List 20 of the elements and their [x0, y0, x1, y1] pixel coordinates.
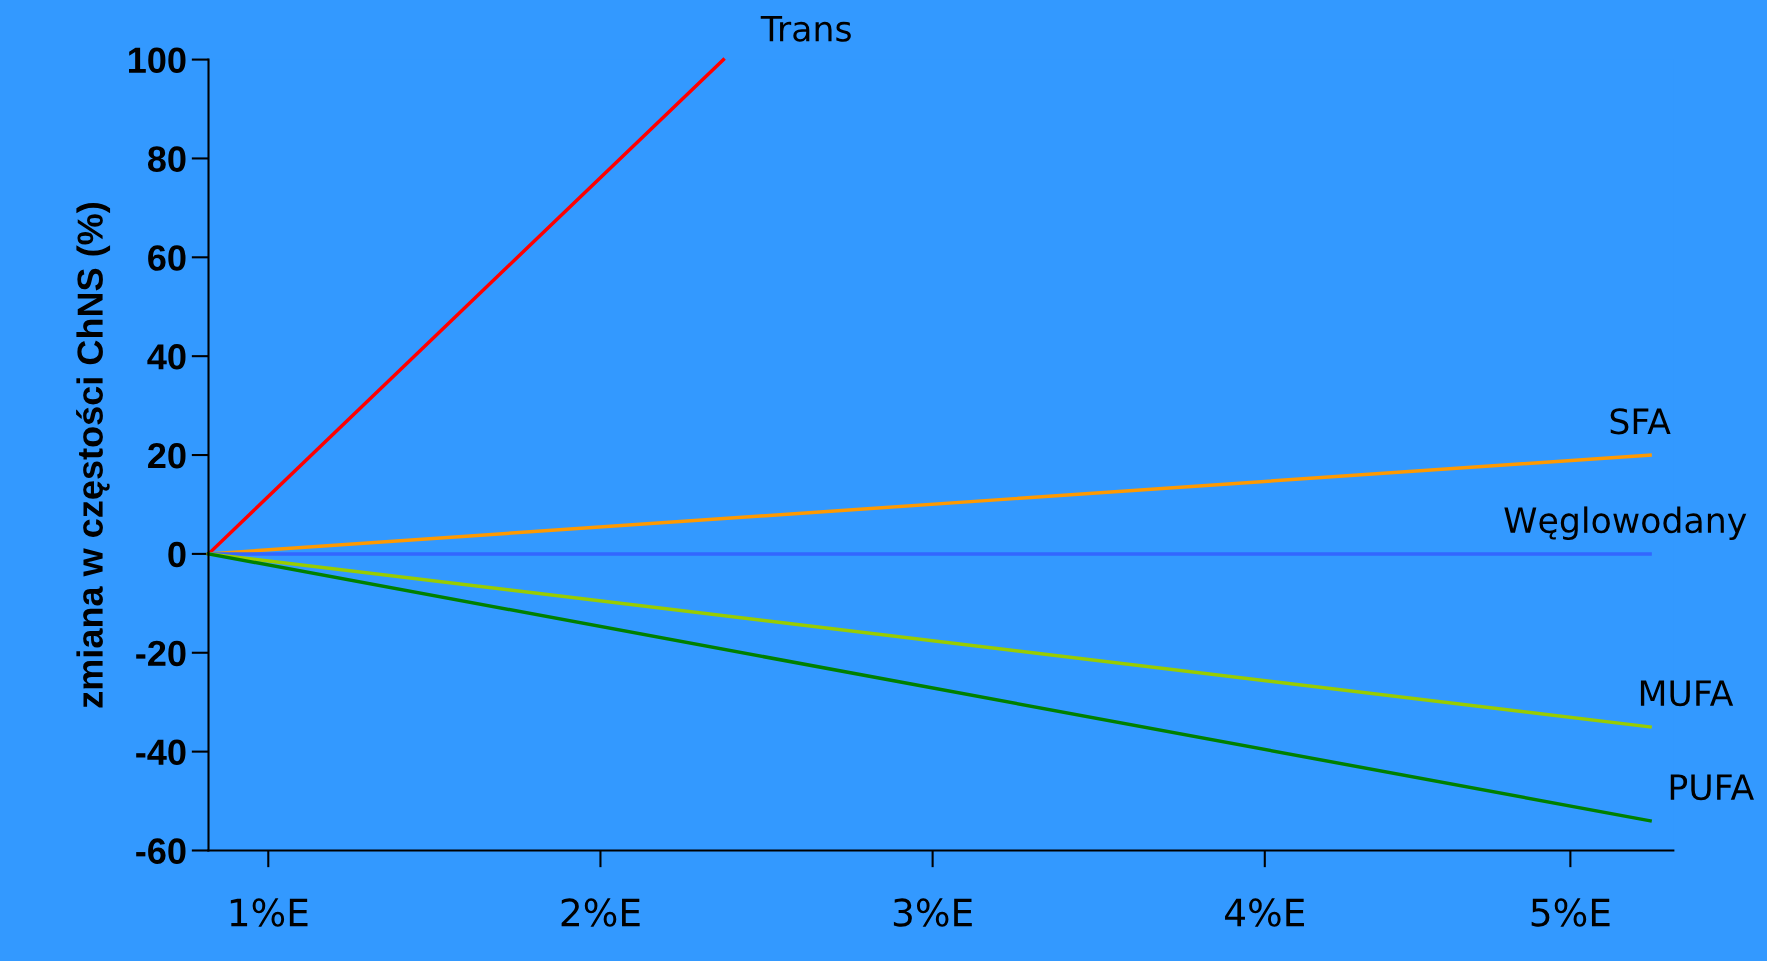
y-tick-label: 20 — [148, 442, 186, 469]
x-tick-label: 5%E — [1531, 898, 1610, 927]
series-label: Trans — [760, 15, 851, 42]
y-tick-label: -40 — [136, 739, 186, 766]
y-tick-label: 60 — [148, 245, 186, 271]
y-axis-title: zmiana w częstości ChNS (%) — [76, 202, 111, 708]
y-tick-label: 40 — [147, 344, 186, 370]
series-label: PUFA — [1670, 774, 1754, 801]
x-tick-label: 4%E — [1225, 898, 1304, 927]
x-tick-label: 2%E — [561, 898, 640, 927]
series-label: MUFA — [1640, 680, 1734, 707]
y-tick-label: 0 — [168, 541, 186, 568]
y-tick-label: -60 — [136, 838, 186, 864]
series-label: Węglowodany — [1504, 506, 1747, 541]
y-tick-label: -20 — [136, 640, 186, 667]
series-label: SFA — [1610, 408, 1671, 435]
x-tick-label: 3%E — [893, 898, 972, 927]
y-tick-label: 100 — [129, 47, 186, 74]
y-tick-label: 80 — [147, 146, 186, 172]
x-tick-label: 1%E — [230, 898, 308, 927]
